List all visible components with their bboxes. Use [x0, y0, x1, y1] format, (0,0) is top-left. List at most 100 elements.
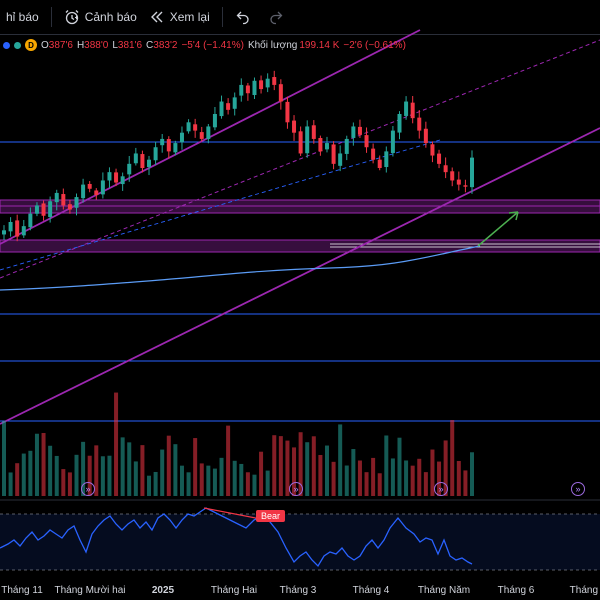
candle-body[interactable] — [133, 153, 138, 164]
volume-bar[interactable] — [357, 460, 362, 496]
volume-bar[interactable] — [21, 453, 26, 496]
volume-bar[interactable] — [107, 455, 112, 496]
volume-bar[interactable] — [470, 452, 474, 496]
volume-bar[interactable] — [272, 435, 277, 496]
candle-body[interactable] — [140, 154, 145, 168]
candle-body[interactable] — [100, 180, 105, 195]
support-resistance-zones[interactable] — [0, 199, 600, 253]
support-zone[interactable] — [0, 239, 600, 253]
candle-body[interactable] — [450, 171, 455, 181]
volume-bar[interactable] — [206, 465, 211, 496]
event-marker-icon[interactable]: » — [81, 482, 95, 496]
volume-bar[interactable] — [87, 455, 92, 496]
candle-body[interactable] — [285, 101, 290, 123]
candle-body[interactable] — [338, 153, 343, 166]
candle-body[interactable] — [443, 165, 448, 173]
candle-body[interactable] — [430, 144, 435, 156]
candle-body[interactable] — [74, 197, 79, 208]
volume-bar[interactable] — [437, 461, 442, 496]
candle-body[interactable] — [166, 139, 171, 152]
replay-button[interactable]: Xem lại — [143, 4, 216, 30]
volume-bar[interactable] — [120, 437, 125, 496]
event-marker-icon[interactable]: » — [434, 482, 448, 496]
volume-bar[interactable] — [147, 475, 152, 496]
volume-bar[interactable] — [364, 472, 369, 496]
volume-bar[interactable] — [54, 455, 59, 496]
candle-body[interactable] — [232, 97, 237, 109]
candle-body[interactable] — [351, 126, 356, 138]
bear-divergence-line[interactable] — [203, 507, 267, 521]
volume-bar[interactable] — [127, 442, 132, 496]
volume-bar[interactable] — [61, 469, 66, 496]
candle-body[interactable] — [34, 205, 39, 214]
volume-bar[interactable] — [384, 435, 389, 496]
candle-body[interactable] — [8, 222, 13, 232]
candle-body[interactable] — [357, 126, 362, 135]
candle-body[interactable] — [107, 172, 112, 181]
candle-body[interactable] — [28, 213, 33, 228]
volume-bar[interactable] — [34, 433, 39, 496]
volume-bar[interactable] — [344, 465, 349, 496]
candle-body[interactable] — [384, 151, 389, 167]
volume-bar[interactable] — [81, 441, 86, 496]
candle-body[interactable] — [324, 143, 329, 150]
volume-bar[interactable] — [140, 445, 145, 496]
candle-body[interactable] — [397, 114, 402, 133]
volume-bar[interactable] — [160, 449, 165, 496]
volume-bar[interactable] — [28, 450, 33, 496]
candle-body[interactable] — [377, 159, 382, 168]
candle-body[interactable] — [305, 126, 310, 154]
redo-button[interactable] — [262, 4, 295, 30]
volume-bar[interactable] — [186, 472, 191, 496]
candle-body[interactable] — [417, 117, 422, 131]
volume-bar[interactable] — [298, 432, 303, 496]
volume-bar[interactable] — [423, 472, 428, 496]
candle-body[interactable] — [404, 101, 409, 116]
volume-bar[interactable] — [179, 465, 184, 496]
volume-bar[interactable] — [351, 449, 356, 496]
volume-bar[interactable] — [133, 461, 138, 496]
volume-bar[interactable] — [456, 460, 461, 496]
volume-bar[interactable] — [15, 463, 20, 496]
volume-bar[interactable] — [331, 461, 336, 496]
candle-body[interactable] — [48, 201, 53, 218]
volume-bar[interactable] — [193, 438, 198, 496]
candle-body[interactable] — [54, 192, 59, 203]
candle-body[interactable] — [226, 103, 231, 110]
candle-body[interactable] — [21, 226, 26, 236]
candle-body[interactable] — [87, 183, 92, 189]
candle-body[interactable] — [456, 179, 461, 185]
candle-body[interactable] — [390, 130, 395, 154]
candle-body[interactable] — [94, 190, 99, 195]
moving-average-line[interactable] — [0, 245, 481, 291]
volume-bar[interactable] — [166, 435, 171, 496]
trend-channels[interactable] — [0, 29, 600, 425]
volume-bar[interactable] — [324, 445, 329, 496]
volume-bar[interactable] — [67, 472, 72, 496]
indicators-button[interactable]: hỉ báo — [0, 4, 45, 30]
candle-body[interactable] — [410, 102, 415, 119]
candle-body[interactable] — [173, 143, 178, 153]
candlestick-series[interactable] — [2, 70, 474, 242]
volume-bar[interactable] — [443, 440, 448, 496]
volume-bar[interactable] — [417, 458, 422, 496]
undo-button[interactable] — [229, 4, 262, 30]
candle-body[interactable] — [298, 131, 303, 154]
volume-bar[interactable] — [338, 424, 343, 496]
candle-body[interactable] — [199, 132, 204, 139]
volume-bar[interactable] — [199, 463, 204, 496]
channel-mid-line[interactable] — [0, 39, 600, 279]
candle-body[interactable] — [278, 84, 283, 102]
volume-bar[interactable] — [305, 442, 310, 496]
candle-body[interactable] — [252, 80, 257, 96]
candle-body[interactable] — [423, 128, 428, 144]
volume-bar[interactable] — [265, 470, 270, 496]
volume-bar[interactable] — [173, 444, 178, 496]
volume-bar[interactable] — [278, 436, 283, 496]
volume-bar[interactable] — [318, 454, 323, 496]
candle-body[interactable] — [186, 122, 191, 132]
timeframe-badge[interactable]: D — [25, 39, 37, 51]
candle-body[interactable] — [364, 135, 369, 148]
volume-bar[interactable] — [239, 463, 244, 496]
candle-body[interactable] — [206, 126, 211, 139]
